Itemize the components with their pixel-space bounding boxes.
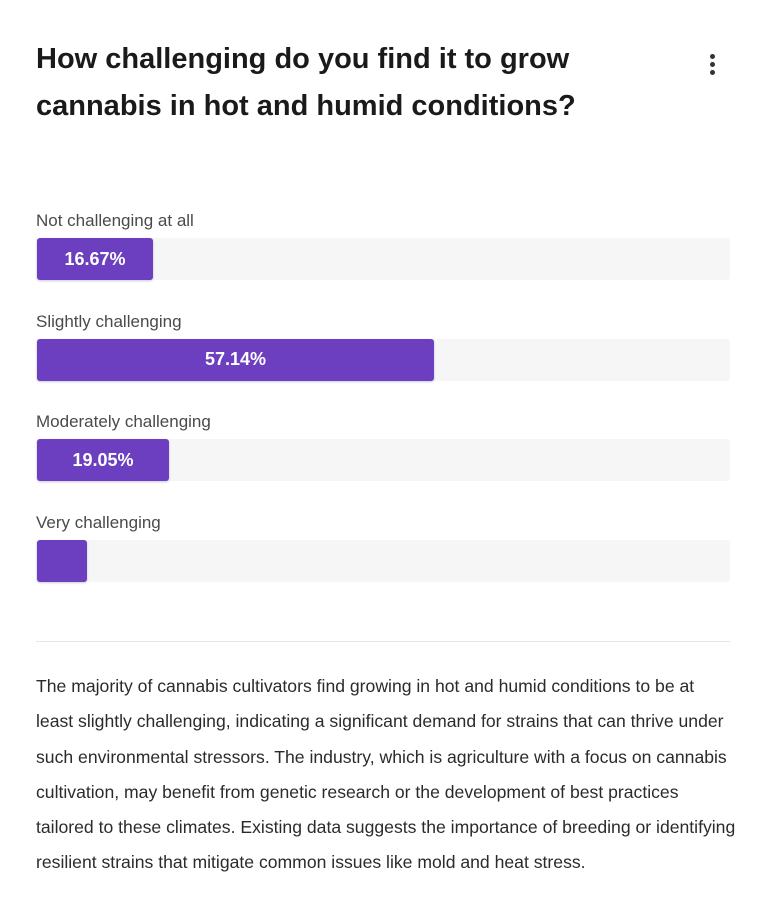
poll-bar-track: 16.67% xyxy=(36,238,730,280)
poll-summary-text: The majority of cannabis cultivators fin… xyxy=(36,676,736,873)
more-options-button[interactable] xyxy=(696,48,728,80)
poll-bar: 19.05% xyxy=(37,439,169,481)
poll-option: Moderately challenging 19.05% xyxy=(36,408,730,509)
more-vertical-icon xyxy=(709,53,715,59)
poll-card: How challenging do you find it to grow c… xyxy=(36,0,735,912)
poll-bar xyxy=(37,539,87,582)
poll-option-label: Very challenging xyxy=(36,512,161,532)
poll-option: Very challenging xyxy=(36,509,730,610)
poll-bar-track: 57.14% xyxy=(36,338,730,381)
poll-option-label: Slightly challenging xyxy=(36,311,182,331)
poll-bar-track xyxy=(36,539,730,582)
poll-bar-value-label: 19.05% xyxy=(72,449,134,470)
divider xyxy=(36,641,730,642)
poll-bar: 57.14% xyxy=(37,338,434,381)
more-vertical-icon-dot xyxy=(709,69,715,75)
poll-bar: 16.67% xyxy=(37,238,153,280)
more-vertical-icon-dot xyxy=(709,61,715,67)
poll-results-chart: Not challenging at all 16.67% Slightly cha… xyxy=(36,207,730,609)
poll-option-label: Moderately challenging xyxy=(36,412,211,431)
poll-bar-value-label: 57.14% xyxy=(204,349,267,369)
poll-bar-track: 19.05% xyxy=(36,439,730,481)
poll-bar-value-label: 16.67% xyxy=(64,248,126,269)
poll-question-title: How challenging do you find it to grow c… xyxy=(36,43,576,122)
poll-option: Slightly challenging 57.14% xyxy=(36,308,730,409)
poll-option: Not challenging at all 16.67% xyxy=(36,207,730,308)
poll-option-label: Not challenging at all xyxy=(36,211,194,230)
